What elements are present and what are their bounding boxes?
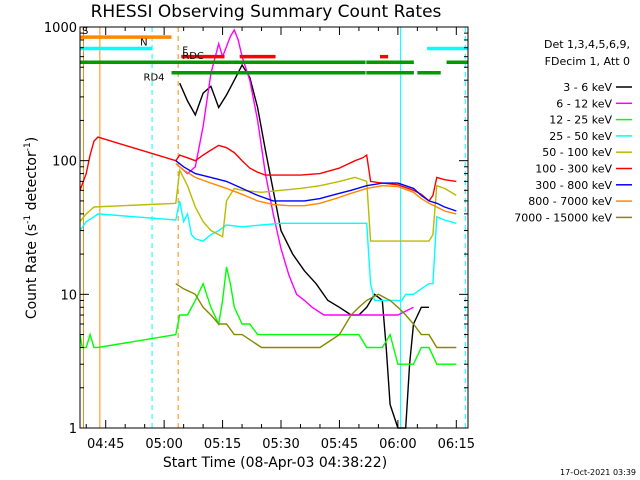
series-line-3-6-kev [179, 63, 429, 429]
series-line-25-50-kev [79, 200, 457, 302]
y-tick-label-100: 100 [52, 155, 77, 170]
legend-label-3-6-kev: 3 - 6 keV [563, 81, 612, 94]
legend-label-800-7000-kev: 800 - 7000 keV [528, 195, 612, 208]
flag-label-rd4: RD4 [144, 73, 165, 84]
y-axis-label-sup1: -1 [23, 215, 33, 224]
legend-label-100-300-kev: 100 - 300 keV [535, 163, 612, 176]
y-axis-label-mid: detector [24, 151, 40, 215]
flag-label-rdc: RDC [182, 51, 204, 62]
x-tick-label-05-00: 05:00 [145, 437, 182, 452]
x-axis-label: Start Time (08-Apr-03 04:38:22) [163, 455, 387, 471]
x-tick-label-05-45: 05:45 [321, 437, 358, 452]
x-axis-ticks: 04:45 05:00 05:15 05:30 05:45 06:00 06:15 [85, 27, 475, 452]
timestamp: 17-Oct-2021 03:39 [560, 468, 636, 477]
y-axis-label-sup2: -1 [23, 142, 33, 151]
y-axis-label-main: Count Rate (s [24, 224, 40, 319]
y-axis-label-end: ) [24, 137, 40, 142]
chart-title: RHESSI Observing Summary Count Rates [91, 2, 442, 22]
y-axis-label: Count Rate (s-1 detector-1) [23, 137, 40, 319]
series-line-7000-15000-kev [175, 283, 457, 349]
x-tick-label-05-30: 05:30 [262, 437, 299, 452]
x-tick-label-06-00: 06:00 [379, 437, 416, 452]
flag-label-n: N [140, 38, 147, 49]
legend: Det 1,3,4,5,6,9, FDecim 1, Att 0 3 - 6 keV… [514, 38, 632, 224]
legend-label-25-50-kev: 25 - 50 keV [549, 130, 612, 143]
x-tick-label-06-15: 06:15 [438, 437, 475, 452]
y-axis-ticks: 1 10 100 1000 [44, 21, 468, 437]
series-line-50-100-kev [79, 167, 457, 242]
flag-label-f: F [182, 46, 188, 57]
x-tick-label-05-15: 05:15 [204, 437, 241, 452]
legend-label-7000-15000-kev: 7000 - 15000 keV [514, 211, 612, 224]
legend-label-50-100-kev: 50 - 100 keV [542, 146, 612, 159]
flag-label-s: S [82, 26, 88, 37]
y-tick-label-10: 10 [60, 288, 77, 303]
legend-label-300-800-kev: 300 - 800 keV [535, 179, 612, 192]
series-line-300-800-kev [175, 160, 457, 212]
vertical-markers [83, 27, 466, 428]
legend-header-0: Det 1,3,4,5,6,9, [544, 38, 630, 51]
plot-frame [79, 26, 469, 429]
legend-header-1: FDecim 1, Att 0 [545, 55, 630, 68]
x-tick-label-04-45: 04:45 [87, 437, 124, 452]
series-line-800-7000-kev [175, 163, 457, 215]
y-tick-label-1: 1 [69, 422, 77, 437]
series-line-12-25-kev [79, 266, 457, 365]
legend-label-12-25-kev: 12 - 25 keV [549, 114, 612, 127]
legend-label-6-12-kev: 6 - 12 keV [556, 97, 612, 110]
y-tick-label-1000: 1000 [44, 21, 77, 36]
